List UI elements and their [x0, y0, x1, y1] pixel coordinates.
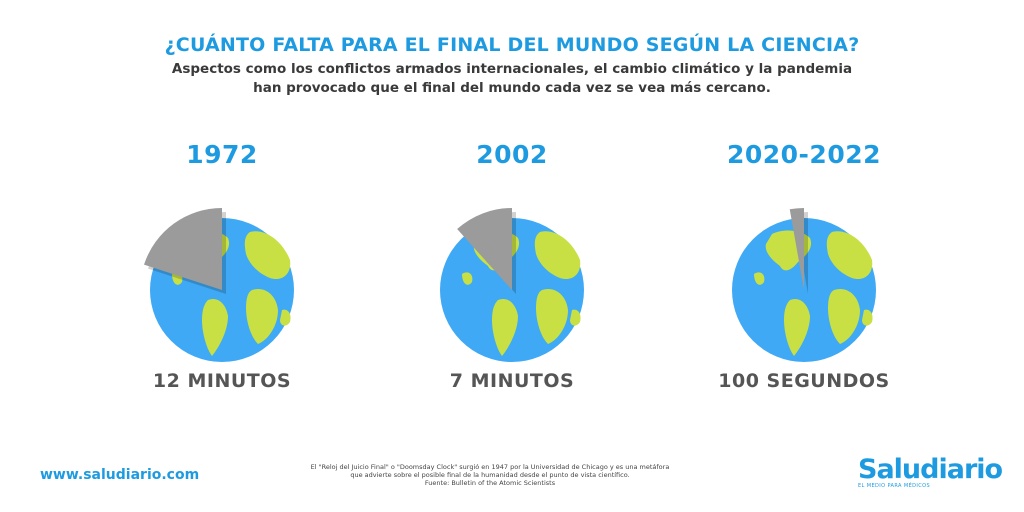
website-link[interactable]: www.saludiario.com — [40, 467, 200, 483]
subtitle-line-1: Aspectos como los conflictos armados int… — [171, 61, 853, 77]
continent-shape — [244, 231, 291, 280]
panel-year: 1972 — [186, 140, 258, 169]
continent-shape — [826, 231, 873, 280]
brand-name: Saludiario — [858, 454, 1003, 485]
continent-shape — [754, 272, 765, 285]
continent-shape — [862, 309, 873, 326]
continent-shape — [202, 298, 228, 356]
panel-year: 2002 — [476, 140, 548, 169]
continent-shape — [280, 309, 291, 326]
footnote-line-2: que advierte sobre el posible final de l… — [350, 471, 630, 479]
page-subtitle: Aspectos como los conflictos armados int… — [0, 60, 1024, 98]
continent-shape — [462, 272, 473, 285]
globe-clock-icon — [732, 208, 876, 362]
continent-shape — [536, 288, 568, 344]
clock-wedge — [144, 208, 222, 290]
continent-shape — [246, 288, 278, 344]
brand-logo: Saludiario EL MEDIO PARA MÉDICOS — [858, 454, 1008, 490]
panel-2020-2022: 2020-2022 100 SEGUNDOS — [654, 140, 954, 392]
footnote-line-1: El "Reloj del Juicio Final" o "Doomsday … — [310, 463, 670, 471]
panel-1972: 1972 12 MINUTOS — [72, 140, 372, 392]
clock-wedge — [789, 208, 804, 290]
clock-wedge — [457, 208, 512, 290]
continent-shape — [828, 288, 860, 344]
continent-shape — [784, 298, 810, 356]
panel-time-label: 100 SEGUNDOS — [718, 370, 890, 392]
continent-shape — [570, 309, 581, 326]
subtitle-line-2: han provocado que el final del mundo cad… — [253, 80, 771, 96]
footnote: El "Reloj del Juicio Final" o "Doomsday … — [290, 463, 690, 487]
continent-shape — [534, 231, 581, 280]
panel-time-label: 7 MINUTOS — [449, 370, 575, 392]
globe-clock-icon — [144, 208, 294, 362]
brand-tagline: EL MEDIO PARA MÉDICOS — [858, 483, 931, 489]
page-title: ¿CUÁNTO FALTA PARA EL FINAL DEL MUNDO SE… — [164, 34, 860, 56]
globe-clock-icon — [440, 208, 584, 362]
panel-year: 2020-2022 — [726, 140, 882, 169]
continent-shape — [492, 298, 518, 356]
panel-time-label: 12 MINUTOS — [152, 370, 292, 392]
footnote-source: Fuente: Bulletin of the Atomic Scientist… — [424, 479, 556, 487]
panel-2002: 2002 7 MINUTOS — [362, 140, 662, 392]
